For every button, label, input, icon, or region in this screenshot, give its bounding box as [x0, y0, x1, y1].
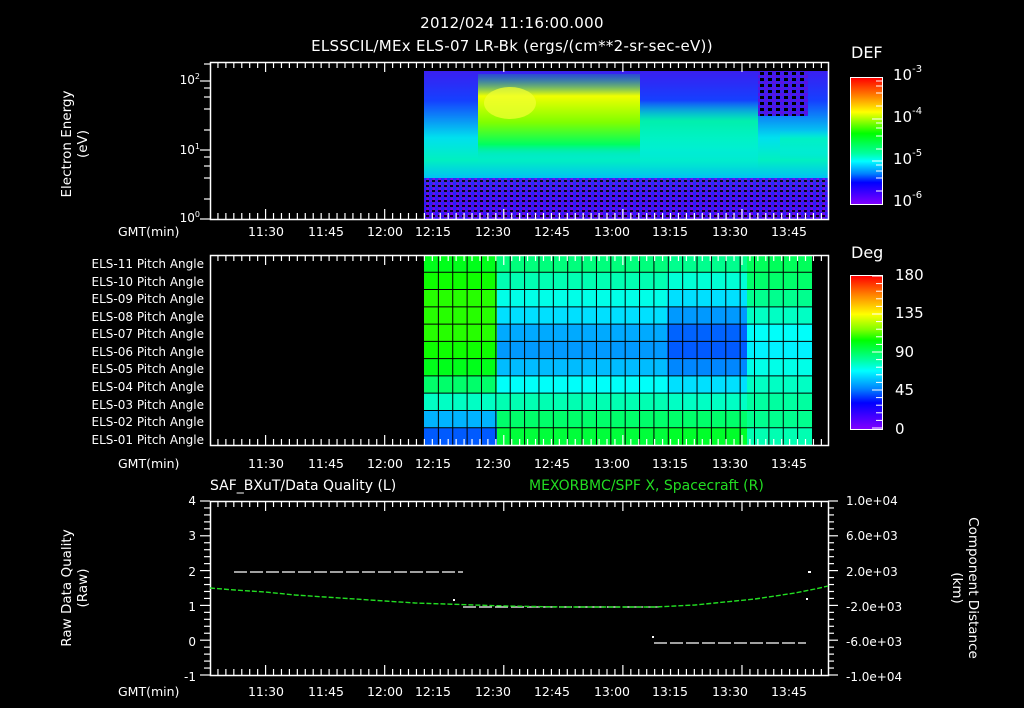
panel3-title-right: MEXORBMC/SPF X, Spacecraft (R)	[529, 478, 764, 494]
panel3-ytick-left: -1	[184, 670, 196, 684]
panel2-xlabel: GMT(min)	[118, 456, 180, 471]
colorbar-def-tick-1e-6: 10-6	[893, 190, 923, 210]
panel3-ytick-right: -1.0e+04	[846, 670, 903, 684]
xtick-label: 12:45	[533, 456, 571, 471]
panel3-ytick-right: -6.0e+03	[846, 635, 903, 649]
xtick-label: 13:00	[593, 456, 631, 471]
pitch-row-label: ELS-02 Pitch Angle	[91, 415, 204, 429]
colorbar-deg-tick-0: 0	[895, 420, 905, 438]
plot-datetime: 2012/024 11:16:00.000	[420, 14, 604, 32]
colorbar-deg-tick-90: 90	[895, 343, 915, 361]
panel3-ytick-left: 4	[188, 494, 196, 508]
xtick-label: 13:15	[651, 456, 689, 471]
xtick-label: 12:15	[414, 684, 452, 699]
pitch-row-label: ELS-09 Pitch Angle	[91, 292, 204, 306]
xtick-label: 13:00	[593, 224, 631, 239]
xtick-label: 11:30	[247, 456, 285, 471]
xtick-label: 12:30	[474, 684, 512, 699]
panel1-ytick-10: 101	[179, 142, 200, 157]
panel3-ytick-left: 3	[188, 529, 196, 543]
pitch-row-label: ELS-01 Pitch Angle	[91, 433, 204, 447]
xtick-label: 13:45	[770, 456, 808, 471]
pitch-row-label: ELS-03 Pitch Angle	[91, 398, 204, 412]
xtick-label: 11:45	[307, 456, 345, 471]
xtick-label: 13:30	[711, 224, 749, 239]
panel3-ytick-left: 0	[188, 635, 196, 649]
panel3-ytick-right: 2.0e+03	[846, 565, 898, 579]
xtick-label: 13:30	[711, 684, 749, 699]
xtick-label: 11:30	[247, 224, 285, 239]
panel3-ytick-right: 6.0e+03	[846, 529, 898, 543]
xtick-label: 12:30	[474, 224, 512, 239]
panel3-ytick-right: 1.0e+04	[846, 494, 898, 508]
colorbar-def-tick-1e-3: 10-3	[893, 64, 923, 84]
colorbar-def-tick-1e-4: 10-4	[893, 106, 923, 126]
panel3-ytick-right: -2.0e+03	[846, 600, 903, 614]
colorbar-def-tick-1e-5: 10-5	[893, 148, 923, 168]
pitch-row-label: ELS-10 Pitch Angle	[91, 275, 204, 289]
xtick-label: 13:00	[593, 684, 631, 699]
xtick-label: 13:45	[770, 224, 808, 239]
xtick-label: 13:15	[651, 224, 689, 239]
pitch-row-label: ELS-04 Pitch Angle	[91, 380, 204, 394]
xtick-label: 11:30	[247, 684, 285, 699]
xtick-label: 13:30	[711, 456, 749, 471]
pitch-row-label: ELS-08 Pitch Angle	[91, 310, 204, 324]
data-quality-series	[234, 571, 806, 644]
plot-subtitle: ELSSCIL/MEx ELS-07 LR-Bk (ergs/(cm**2-sr…	[311, 37, 713, 55]
colorbar-def-title: DEF	[851, 43, 883, 62]
pitch-row-label: ELS-11 Pitch Angle	[91, 257, 204, 271]
xtick-label: 12:15	[414, 456, 452, 471]
spf-x-series	[209, 585, 829, 608]
panel1-xlabel: GMT(min)	[118, 224, 180, 239]
xtick-label: 11:45	[307, 684, 345, 699]
xtick-label: 12:45	[533, 684, 571, 699]
pitch-row-label: ELS-06 Pitch Angle	[91, 345, 204, 359]
xtick-label: 12:30	[474, 456, 512, 471]
colorbar-deg-title: Deg	[851, 243, 884, 262]
xtick-label: 13:15	[651, 684, 689, 699]
xtick-label: 12:00	[366, 224, 404, 239]
colorbar-deg-tick-180: 180	[895, 266, 924, 284]
xtick-label: 11:45	[307, 224, 345, 239]
pitch-row-label: ELS-05 Pitch Angle	[91, 362, 204, 376]
xtick-label: 12:45	[533, 224, 571, 239]
panel3-title-left: SAF_BXuT/Data Quality (L)	[210, 478, 397, 494]
panel3-ytick-left: 2	[188, 565, 196, 579]
xtick-label: 12:00	[366, 456, 404, 471]
xtick-label: 12:00	[366, 684, 404, 699]
colorbar-deg-tick-135: 135	[895, 304, 924, 322]
panel3-xlabel: GMT(min)	[118, 684, 180, 699]
xtick-label: 13:45	[770, 684, 808, 699]
panel1-ytick-100: 102	[179, 72, 200, 87]
colorbar-deg-tick-45: 45	[895, 381, 915, 399]
panel1-ytick-1: 100	[179, 210, 200, 225]
xtick-label: 12:15	[414, 224, 452, 239]
pitch-row-label: ELS-07 Pitch Angle	[91, 327, 204, 341]
panel3-ytick-left: 1	[188, 600, 196, 614]
colorbar-def	[850, 77, 883, 205]
